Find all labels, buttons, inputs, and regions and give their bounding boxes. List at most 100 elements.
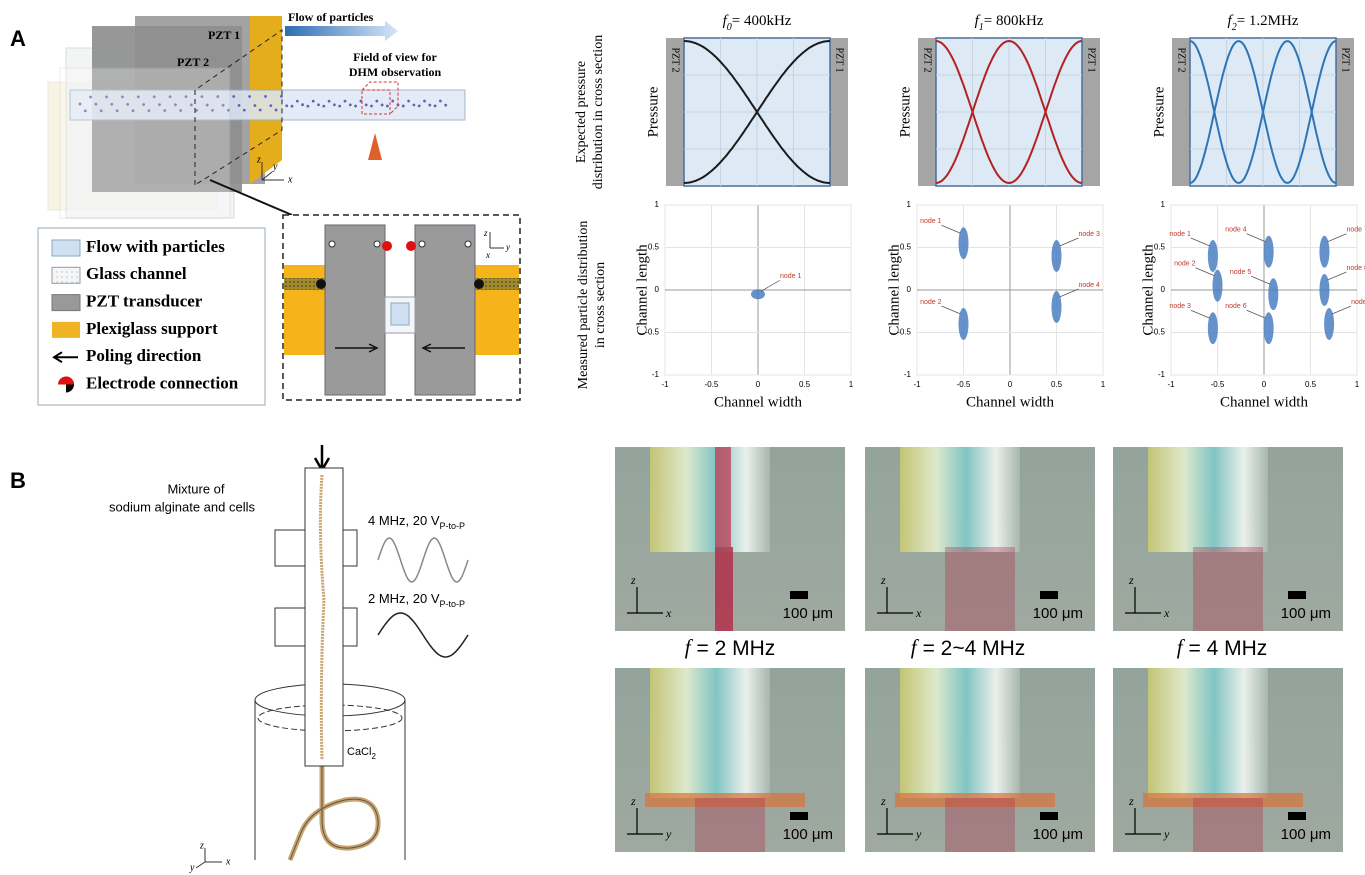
capillary-tip xyxy=(650,668,770,798)
pole-dot xyxy=(465,241,471,247)
capillary-tip xyxy=(650,447,770,552)
particle xyxy=(264,95,267,98)
scale-label: 100 μm xyxy=(1281,826,1331,843)
node-label: node 1 xyxy=(780,273,802,280)
particle xyxy=(312,100,315,103)
scale-bar xyxy=(790,591,808,599)
pzt-right xyxy=(415,225,475,395)
node-label: node 8 xyxy=(1346,265,1365,272)
cell-stream xyxy=(945,547,1015,631)
x-tick-label: 0 xyxy=(1262,380,1267,389)
x-tick-label: 1 xyxy=(849,380,854,389)
particle xyxy=(232,95,235,98)
particle-cluster xyxy=(1264,312,1274,344)
particle xyxy=(291,105,294,108)
caption: f= 4 MHz xyxy=(1177,635,1268,660)
particle xyxy=(407,100,410,103)
caption-part: f xyxy=(685,635,694,659)
caption: f= 2 MHz xyxy=(685,635,776,660)
pzt-label: PZT 2 xyxy=(922,47,933,72)
y-axis-label: Channel length xyxy=(634,244,650,336)
y-tick-label: -1 xyxy=(652,370,660,379)
legend-label: Electrode connection xyxy=(86,373,239,392)
plot-title: f2= 1.2MHz xyxy=(1228,13,1299,32)
caption-part: = 2~4 MHz xyxy=(923,637,1026,660)
caption: f= 2~4 MHz xyxy=(911,635,1026,660)
particle xyxy=(280,95,283,98)
particle xyxy=(365,103,368,106)
scale-bar xyxy=(790,812,808,820)
legend-swatch xyxy=(52,322,80,338)
x-tick-label: 0 xyxy=(1008,380,1013,389)
scale-bar xyxy=(1040,812,1058,820)
capillary-tip xyxy=(1148,668,1268,798)
signal-label-part: 4 MHz, 20 V xyxy=(368,513,440,528)
x-tick-label: -1 xyxy=(1167,380,1175,389)
axis-label: y xyxy=(1163,827,1170,841)
legend-label: Plexiglass support xyxy=(86,319,218,338)
objective xyxy=(368,133,382,160)
particle-cluster xyxy=(1052,291,1062,323)
particle-cluster xyxy=(1052,240,1062,272)
axis-label: z xyxy=(199,840,204,851)
node-label: node 1 xyxy=(920,218,942,225)
x-tick-label: 0.5 xyxy=(1305,380,1317,389)
signal-label-part: P-to-P xyxy=(440,521,466,531)
waveform xyxy=(378,613,468,657)
row-label: Measured particle distribution xyxy=(576,221,591,390)
x-axis-label: Channel width xyxy=(1220,394,1308,410)
signal-label: 4 MHz, 20 VP-to-P xyxy=(368,513,465,531)
axis-label: z xyxy=(256,154,261,165)
axis-label: z xyxy=(880,794,886,808)
y-tick-label: -1 xyxy=(904,370,912,379)
pzt-label: PZT 1 xyxy=(1086,47,1097,72)
cell-stream xyxy=(715,447,731,547)
y-axis-label: Pressure xyxy=(1151,86,1167,137)
legend-swatch xyxy=(52,267,80,283)
x-tick-label: -0.5 xyxy=(957,380,971,389)
particle xyxy=(428,104,431,107)
y-tick-label: 1 xyxy=(1161,200,1166,209)
node-label: node 2 xyxy=(920,299,942,306)
bath-label-part: 2 xyxy=(371,752,376,761)
row-label: Expected pressure xyxy=(574,61,589,163)
x-tick-label: 1 xyxy=(1101,380,1106,389)
caption-part: = 2 MHz xyxy=(697,637,776,660)
particle xyxy=(423,100,426,103)
pzt-label: PZT 1 xyxy=(1340,47,1351,72)
x-tick-label: -1 xyxy=(661,380,669,389)
axis-label: y xyxy=(505,242,510,252)
x-tick-label: 0.5 xyxy=(1051,380,1063,389)
cell-stream xyxy=(945,798,1015,852)
node-label: node 1 xyxy=(1169,231,1191,238)
scale-label: 100 μm xyxy=(783,605,833,622)
caption-part: f xyxy=(911,635,920,659)
particle xyxy=(238,104,241,107)
particle xyxy=(439,100,442,103)
particle-cluster xyxy=(1213,270,1223,302)
node-label: node 3 xyxy=(1169,303,1191,310)
flow-arrow xyxy=(285,21,398,41)
particle xyxy=(402,105,405,108)
electrode xyxy=(406,241,416,251)
particle xyxy=(307,105,310,108)
axis-label: x xyxy=(485,250,490,260)
cell-stream xyxy=(715,547,733,631)
legend-label: Glass channel xyxy=(86,264,187,283)
particle xyxy=(418,105,421,108)
x-axis-label: Channel width xyxy=(966,394,1054,410)
scale-label: 100 μm xyxy=(1281,605,1331,622)
axis-label: x xyxy=(287,174,293,185)
inlet-label: sodium alginate and cells xyxy=(109,499,255,514)
x-tick-label: -1 xyxy=(913,380,921,389)
pole-dot xyxy=(329,241,335,247)
particle-cluster xyxy=(1268,278,1278,310)
scale-bar xyxy=(1040,591,1058,599)
bath-label: CaCl2 xyxy=(347,746,376,761)
particle xyxy=(434,104,437,107)
plot-title-part: = 1.2MHz xyxy=(1237,13,1299,29)
channel-flow xyxy=(391,303,409,325)
legend-swatch xyxy=(52,240,80,256)
scale-label: 100 μm xyxy=(1033,826,1083,843)
caption-part: f xyxy=(1177,635,1186,659)
